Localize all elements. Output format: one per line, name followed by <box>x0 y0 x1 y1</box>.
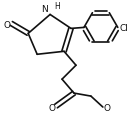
Text: Cl: Cl <box>120 24 129 33</box>
Text: O: O <box>48 103 55 112</box>
Text: N: N <box>41 5 48 14</box>
Text: O: O <box>104 103 111 112</box>
Text: H: H <box>54 2 60 11</box>
Text: O: O <box>3 21 10 30</box>
